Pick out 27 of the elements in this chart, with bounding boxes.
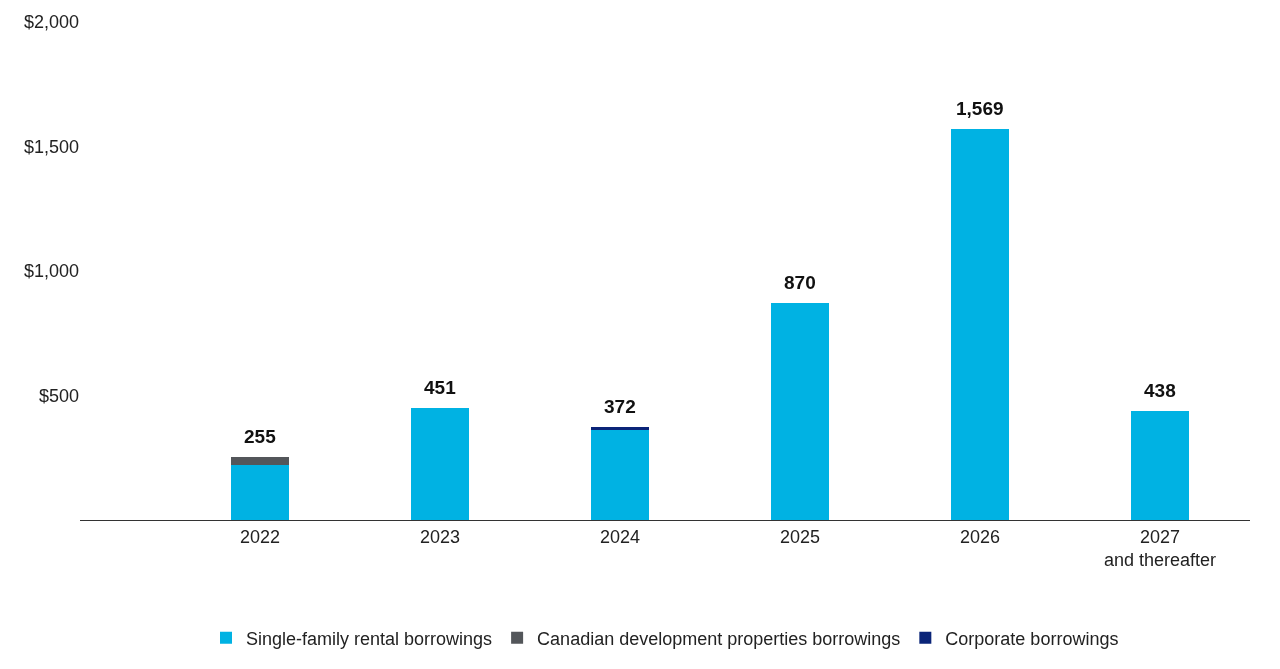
- x-tick-label: 2023: [419, 526, 461, 547]
- total-label: 1,569: [956, 98, 1004, 119]
- total-label: 438: [1144, 380, 1176, 401]
- bar: [591, 427, 649, 430]
- x-tick-label: 2027 and thereafter: [1103, 526, 1217, 570]
- y-tick-label: $1,500: [23, 136, 79, 157]
- legend-label: Single-family rental borrowings: [246, 628, 493, 649]
- x-tick-label: 2022: [239, 526, 281, 547]
- y-tick-label: $2,000: [23, 12, 79, 33]
- bar: [1131, 410, 1189, 520]
- total-label: 372: [604, 396, 636, 417]
- legend-label: Canadian development properties borrowings: [537, 628, 901, 649]
- x-tick-label: 2026: [959, 526, 1001, 547]
- total-label: 451: [424, 377, 457, 398]
- total-label: 870: [784, 272, 816, 293]
- bar: [591, 429, 649, 520]
- x-tick-label: 2025: [779, 526, 821, 547]
- total-label: 255: [244, 426, 277, 447]
- bar: [771, 303, 829, 520]
- bar: [411, 407, 469, 520]
- bar: [951, 129, 1009, 520]
- y-tick-label: $1,000: [23, 261, 79, 282]
- y-tick-label: $500: [38, 385, 79, 406]
- bar: [231, 465, 289, 520]
- bar: [231, 456, 289, 466]
- x-tick-label: 2024: [599, 526, 641, 547]
- legend-label: Corporate borrowings: [945, 628, 1119, 649]
